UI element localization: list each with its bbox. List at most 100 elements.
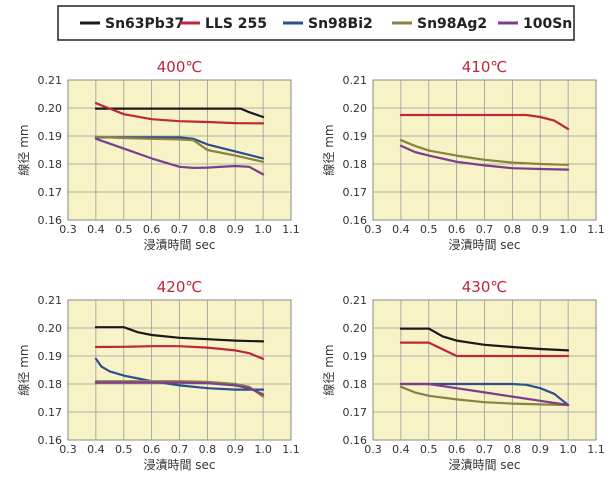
series-line-lls-255 — [94, 102, 265, 125]
x-axis-label: 浸漬時間 sec — [143, 457, 215, 472]
chart-panels: 0.3 0.4 0.5 0.6 0.7 0.8 0.9 1.0 1.1 0.16 0.17 0.18 0… — [16, 58, 605, 472]
series-line-sn98ag2 — [94, 380, 265, 398]
y-tick-label: 0.19 — [38, 130, 63, 143]
chart-title: 430℃ — [462, 278, 507, 296]
y-tick-label: 0.21 — [38, 74, 63, 87]
series-line-lls-255 — [399, 113, 570, 131]
legend-label-1: Sn63Pb37 — [105, 16, 184, 32]
x-tick-label: 0.8 — [199, 223, 217, 236]
x-axis-label: 浸漬時間 sec — [143, 237, 215, 252]
y-tick-label: 0.17 — [38, 186, 63, 199]
y-tick-label: 0.21 — [38, 294, 63, 307]
chart-title: 420℃ — [157, 278, 202, 296]
chart-title: 410℃ — [462, 58, 507, 76]
x-tick-label: 0.5 — [115, 223, 133, 236]
x-tick-label: 0.4 — [87, 223, 105, 236]
series-line-lls-255 — [399, 341, 570, 358]
x-tick-label: 0.6 — [448, 223, 466, 236]
x-tick-label: 0.9 — [227, 443, 245, 456]
x-tick-label: 0.7 — [476, 443, 494, 456]
legend-label-5: 100Sn — [523, 16, 572, 32]
x-tick-label: 0.7 — [171, 443, 189, 456]
y-tick-label: 0.20 — [343, 102, 368, 115]
series-line-100sn — [399, 144, 570, 171]
y-axis-label: 線径 mm — [321, 344, 336, 395]
legend-label-2: LLS 255 — [205, 16, 267, 32]
y-tick-label: 0.19 — [343, 350, 368, 363]
x-tick-label: 0.6 — [448, 443, 466, 456]
chart-panel-1: 0.3 0.4 0.5 0.6 0.7 0.8 0.9 1.0 1.1 0.16 0.17 0.18 0… — [16, 58, 300, 252]
series-line-sn63pb37 — [399, 327, 570, 352]
x-tick-label: 0.4 — [87, 443, 105, 456]
series-line-sn98ag2 — [94, 135, 265, 163]
x-tick-label: 0.5 — [420, 443, 438, 456]
x-tick-label: 0.3 — [364, 443, 382, 456]
series-line-sn63pb37 — [94, 107, 265, 119]
x-tick-label: 0.6 — [143, 443, 161, 456]
y-axis-label: 線径 mm — [16, 124, 31, 175]
x-tick-label: 0.4 — [392, 223, 410, 236]
x-tick-label: 1.1 — [587, 443, 605, 456]
x-tick-label: 0.7 — [476, 223, 494, 236]
y-tick-label: 0.17 — [38, 406, 63, 419]
y-tick-label: 0.18 — [38, 158, 63, 171]
x-tick-label: 0.4 — [392, 443, 410, 456]
y-tick-label: 0.20 — [343, 322, 368, 335]
legend: Sn63Pb37 LLS 255 Sn98Bi2 Sn98Ag2 100Sn — [57, 5, 575, 41]
x-tick-label: 0.9 — [532, 223, 550, 236]
y-tick-label: 0.17 — [343, 186, 368, 199]
x-tick-label: 0.6 — [143, 223, 161, 236]
series-line-100sn — [94, 137, 265, 176]
series-line-sn98ag2 — [399, 385, 570, 407]
series-line-sn63pb37 — [94, 326, 265, 343]
y-tick-label: 0.20 — [38, 322, 63, 335]
y-tick-label: 0.20 — [38, 102, 63, 115]
y-tick-label: 0.16 — [343, 214, 368, 227]
y-tick-label: 0.19 — [38, 350, 63, 363]
x-tick-label: 1.0 — [254, 223, 272, 236]
x-tick-label: 0.5 — [420, 223, 438, 236]
x-tick-label: 0.5 — [115, 443, 133, 456]
x-tick-label: 1.1 — [282, 443, 300, 456]
chart-panel-2: 0.3 0.4 0.5 0.6 0.7 0.8 0.9 1.0 1.1 0.16 0.17 0.18 0… — [321, 58, 605, 252]
x-tick-label: 0.9 — [227, 223, 245, 236]
x-tick-label: 0.3 — [364, 223, 382, 236]
x-tick-label: 1.0 — [254, 443, 272, 456]
x-tick-label: 0.8 — [504, 223, 522, 236]
y-tick-label: 0.21 — [343, 294, 368, 307]
series-line-100sn — [94, 381, 265, 396]
y-tick-label: 0.18 — [343, 378, 368, 391]
x-tick-label: 0.3 — [59, 443, 77, 456]
x-tick-label: 1.1 — [282, 223, 300, 236]
x-tick-label: 1.0 — [559, 443, 577, 456]
series-line-sn98ag2 — [399, 139, 570, 166]
series-line-100sn — [399, 382, 570, 407]
x-tick-label: 0.3 — [59, 223, 77, 236]
series-line-lls-255 — [94, 345, 265, 360]
y-tick-label: 0.19 — [343, 130, 368, 143]
y-tick-label: 0.18 — [38, 378, 63, 391]
y-tick-label: 0.16 — [38, 434, 63, 447]
legend-label-3: Sn98Bi2 — [308, 16, 373, 32]
legend-box — [57, 5, 575, 41]
x-tick-label: 1.1 — [587, 223, 605, 236]
x-axis-label: 浸漬時間 sec — [448, 237, 520, 252]
chart-panel-3: 0.3 0.4 0.5 0.6 0.7 0.8 0.9 1.0 1.1 0.16 0.17 0.18 0… — [16, 278, 300, 472]
y-tick-label: 0.21 — [343, 74, 368, 87]
x-tick-label: 0.7 — [171, 223, 189, 236]
legend-label-4: Sn98Ag2 — [417, 16, 487, 32]
x-tick-label: 0.9 — [532, 443, 550, 456]
chart-title: 400℃ — [157, 58, 202, 76]
y-tick-label: 0.16 — [343, 434, 368, 447]
y-tick-label: 0.16 — [38, 214, 63, 227]
y-axis-label: 線径 mm — [321, 124, 336, 175]
chart-panel-4: 0.3 0.4 0.5 0.6 0.7 0.8 0.9 1.0 1.1 0.16 0.17 0.18 0… — [321, 278, 605, 472]
y-axis-label: 線径 mm — [16, 344, 31, 395]
x-tick-label: 0.8 — [199, 443, 217, 456]
x-axis-label: 浸漬時間 sec — [448, 457, 520, 472]
y-tick-label: 0.17 — [343, 406, 368, 419]
x-tick-label: 0.8 — [504, 443, 522, 456]
series-line-sn98bi2 — [399, 382, 570, 407]
x-tick-label: 1.0 — [559, 223, 577, 236]
y-tick-label: 0.18 — [343, 158, 368, 171]
